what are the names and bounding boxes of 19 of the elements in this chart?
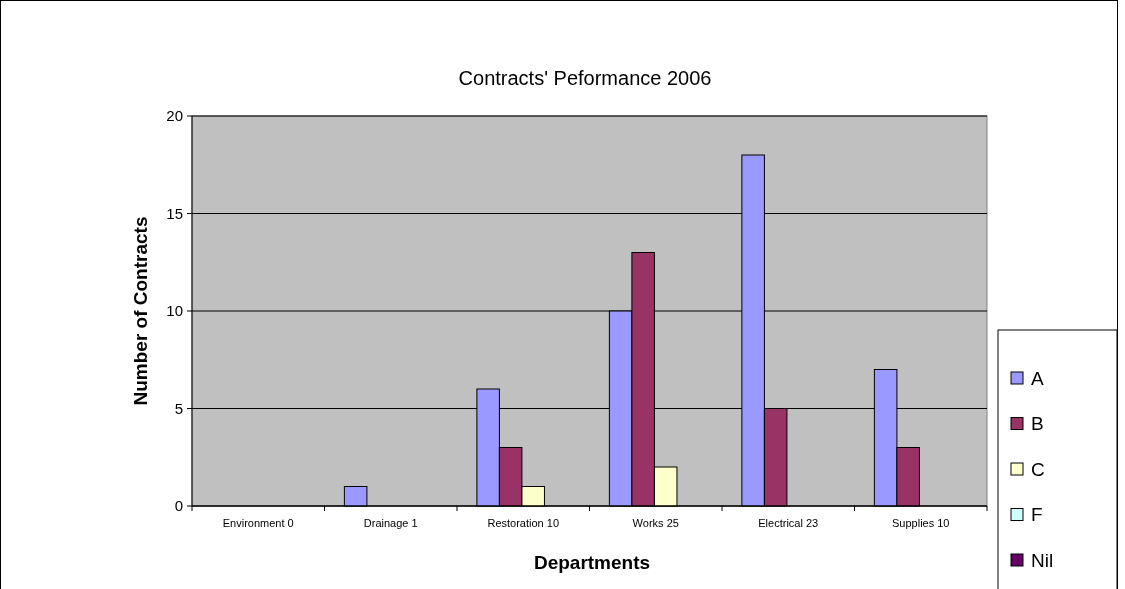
y-tick-label: 15 [166,204,183,222]
x-tick-label: Supplies 10 [892,517,950,529]
x-tick-label: Restoration 10 [487,517,560,529]
legend-label: A [1031,367,1044,389]
legend-label: C [1031,458,1045,480]
y-tick-label: 0 [174,497,183,515]
legend-label: Nil [1031,549,1054,571]
x-tick-label: Drainage 1 [363,517,418,529]
y-tick-label: 20 [166,107,183,125]
x-axis-title: Departments [533,552,651,573]
legend-label: B [1031,413,1044,435]
x-tick-label: Environment 0 [222,517,294,529]
y-tick-label: 5 [174,399,183,417]
x-tick-label: Electrical 23 [758,517,819,529]
y-tick-label: 10 [166,302,183,320]
y-axis-title: Number of Contracts [130,216,151,406]
legend-label: F [1031,504,1043,526]
x-tick-label: Works 25 [632,517,679,529]
chart-title: Contracts' Peformance 2006 [458,67,712,89]
